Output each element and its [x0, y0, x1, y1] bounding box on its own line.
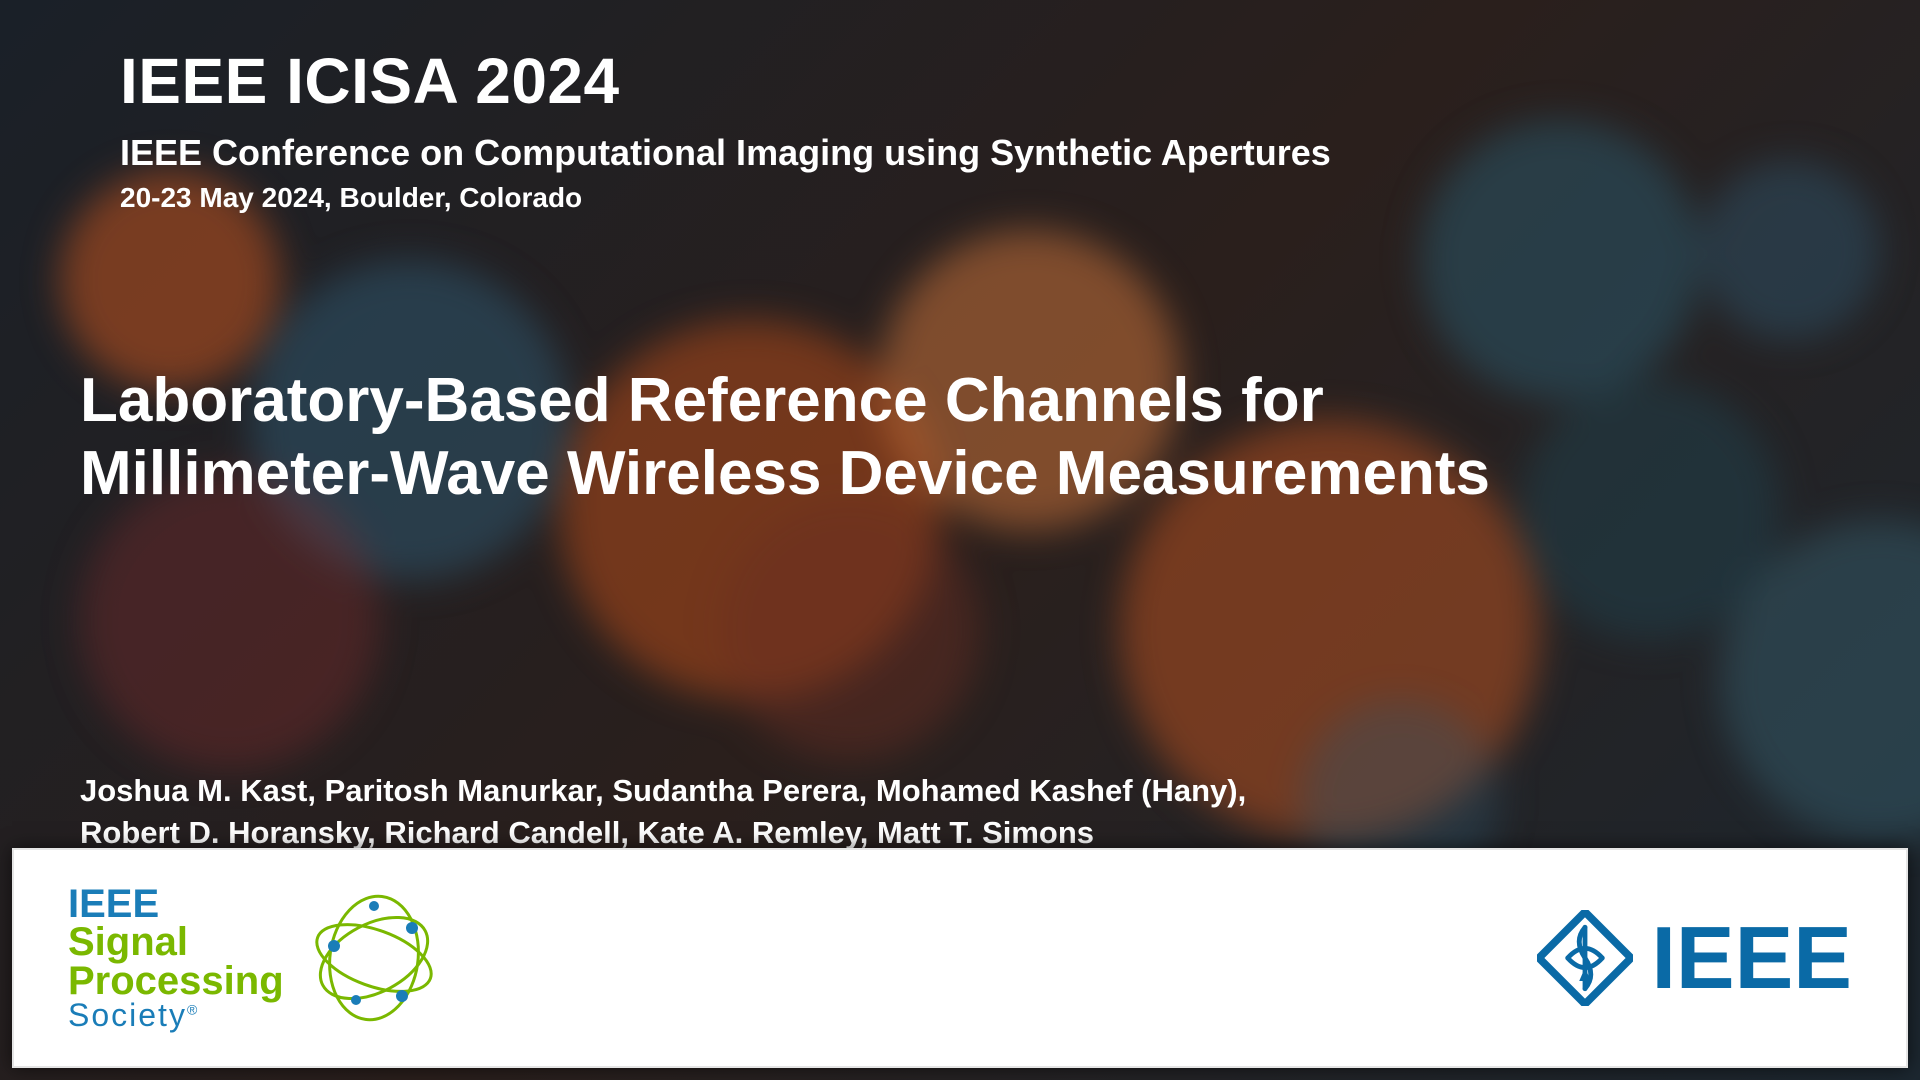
- title-slide: IEEE ICISA 2024 IEEE Conference on Compu…: [0, 0, 1920, 1080]
- sps-globe-icon: [304, 888, 444, 1028]
- sps-registered-mark: ®: [187, 1002, 199, 1018]
- sps-society-word: Society®: [68, 1000, 284, 1031]
- sps-society-text: Society: [68, 997, 187, 1033]
- title-line-2: Millimeter-Wave Wireless Device Measurem…: [80, 437, 1780, 510]
- sps-processing-word: Processing: [68, 962, 284, 1000]
- conference-date-location: 20-23 May 2024, Boulder, Colorado: [120, 182, 1800, 214]
- ieee-sps-logo: IEEE Signal Processing Society®: [68, 885, 444, 1031]
- authors-line-1: Joshua M. Kast, Paritosh Manurkar, Sudan…: [80, 773, 1246, 808]
- ieee-diamond-icon: [1537, 910, 1633, 1006]
- ieee-master-logo: IEEE: [1537, 907, 1852, 1009]
- title-line-1: Laboratory-Based Reference Channels for: [80, 366, 1324, 435]
- author-list: Joshua M. Kast, Paritosh Manurkar, Sudan…: [80, 770, 1800, 854]
- logo-bar: IEEE Signal Processing Society®: [12, 848, 1908, 1068]
- ieee-wordmark: IEEE: [1651, 907, 1852, 1009]
- sps-ieee-word: IEEE: [68, 882, 159, 926]
- sps-signal-word: Signal: [68, 923, 284, 961]
- conference-full-name: IEEE Conference on Computational Imaging…: [120, 132, 1800, 174]
- conference-short-name: IEEE ICISA 2024: [120, 44, 1800, 118]
- presentation-title: Laboratory-Based Reference Channels for …: [80, 364, 1780, 510]
- ieee-sps-logo-text: IEEE Signal Processing Society®: [68, 885, 284, 1031]
